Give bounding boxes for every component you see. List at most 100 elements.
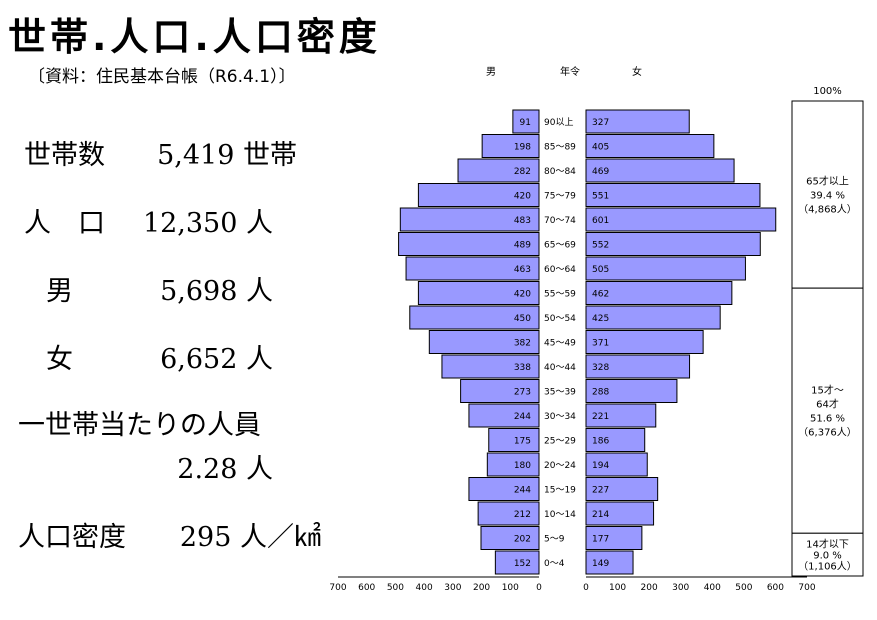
male-value-label: 338 [514, 363, 531, 373]
population-value: 12,350 人 [142, 208, 273, 239]
female-bar [585, 428, 646, 452]
male-tick-label: 200 [473, 583, 490, 593]
per-household-label: 一世帯当たりの人員 [18, 410, 261, 441]
male-value-label: 489 [514, 241, 531, 251]
female-bar [585, 207, 777, 232]
age-group-label: 45～49 [544, 339, 576, 349]
male-value-label: 420 [514, 192, 531, 202]
header-age: 年令 [560, 65, 580, 78]
male-bar [480, 526, 540, 550]
density-label: 人口密度 [18, 522, 126, 553]
households-value: 5,419 世帯 [157, 140, 297, 171]
age-segment-label: （6,376人） [798, 427, 857, 439]
age-group-label: 35～39 [544, 388, 576, 398]
age-segment-label: 9.0 % [813, 551, 842, 562]
per-household-value: 2.28 人 [177, 454, 273, 485]
female-value-label: 505 [592, 265, 609, 275]
male-value-label: 420 [514, 290, 531, 300]
female-bar [585, 256, 746, 281]
female-value-label: 405 [592, 143, 609, 153]
male-value-label: 152 [514, 559, 531, 569]
male-bar [399, 207, 540, 232]
age-group-label: 15～19 [544, 486, 576, 496]
age-group-label: 85～89 [544, 143, 576, 153]
female-value-label: 371 [592, 339, 609, 349]
age-segment-label: 65才以上 [806, 175, 849, 188]
age-group-label: 50～54 [544, 314, 576, 324]
female-bar [585, 379, 678, 403]
female-tick-label: 100 [609, 583, 626, 593]
male-bar [512, 109, 540, 134]
male-bar [486, 452, 540, 477]
female-value-label: 552 [592, 241, 609, 251]
page-title: 世帯.人口.人口密度 [8, 15, 381, 59]
female-value-label: 194 [592, 461, 609, 471]
male-bar [457, 158, 540, 183]
age-group-label: 65～69 [544, 241, 576, 251]
male-bar [468, 403, 540, 428]
female-bar [585, 134, 715, 158]
age-group-label: 40～44 [544, 363, 576, 373]
age-group-label: 60～64 [544, 265, 576, 275]
male-tick-label: 300 [444, 583, 461, 593]
male-value: 5,698 人 [160, 276, 273, 307]
male-tick-label: 500 [387, 583, 404, 593]
female-value-label: 221 [592, 412, 609, 422]
female-bar [585, 330, 704, 354]
age-segment-box [791, 287, 864, 534]
female-bar [585, 526, 643, 550]
male-bar [488, 428, 540, 452]
male-value-label: 282 [514, 167, 531, 177]
age-group-label: 90以上 [544, 117, 573, 128]
age-segment-label: （1,106人） [798, 561, 857, 573]
male-label: 男 [46, 276, 73, 307]
female-value-label: 177 [592, 535, 609, 545]
female-value-label: 288 [592, 388, 609, 398]
female-tick-label: 500 [735, 583, 752, 593]
female-tick-label: 700 [798, 583, 815, 593]
male-bar [428, 330, 540, 354]
age-segment-label: 14才以下 [806, 538, 849, 551]
age-segment-label: 64才 [816, 398, 839, 411]
age-group-label: 10～14 [544, 510, 576, 520]
age-group-label: 55～59 [544, 290, 576, 300]
female-tick-label: 0 [583, 583, 589, 593]
male-value-label: 463 [514, 265, 531, 275]
female-bar [585, 305, 721, 330]
male-bar [477, 501, 540, 526]
male-tick-label: 600 [358, 583, 375, 593]
female-value-label: 214 [592, 510, 609, 520]
female-value-label: 469 [592, 167, 609, 177]
male-tick-label: 700 [329, 583, 346, 593]
female-value-label: 186 [592, 437, 609, 447]
population-label: 人 口 [24, 208, 105, 239]
age-segment-label: 51.6 % [810, 414, 845, 425]
female-label: 女 [46, 344, 73, 375]
female-tick-label: 300 [672, 583, 689, 593]
age-segment-label: 39.4 % [810, 191, 845, 202]
age-group-label: 75～79 [544, 192, 576, 202]
female-value-label: 551 [592, 192, 609, 202]
age-segment-box [791, 100, 864, 289]
female-tick-label: 200 [641, 583, 658, 593]
age-group-label: 5～9 [544, 535, 565, 545]
female-value-label: 149 [592, 559, 609, 569]
male-bar [494, 550, 540, 575]
age-group-label: 30～34 [544, 412, 576, 422]
male-value-label: 180 [514, 461, 531, 471]
female-value-label: 327 [592, 118, 609, 128]
source-note: 〔資料：住民基本台帳（R6.4.1）〕 [28, 67, 296, 87]
age-group-label: 0～4 [544, 559, 565, 569]
male-tick-label: 0 [536, 583, 542, 593]
male-bar [468, 477, 540, 501]
age-group-label: 20～24 [544, 461, 576, 471]
female-bar [585, 403, 657, 428]
male-bar [409, 305, 540, 330]
male-value-label: 273 [514, 388, 531, 398]
stack-top-label: 100% [813, 86, 842, 97]
male-value-label: 382 [514, 339, 531, 349]
male-bar [481, 134, 540, 158]
female-bar [585, 232, 761, 256]
male-value-label: 212 [514, 510, 531, 520]
